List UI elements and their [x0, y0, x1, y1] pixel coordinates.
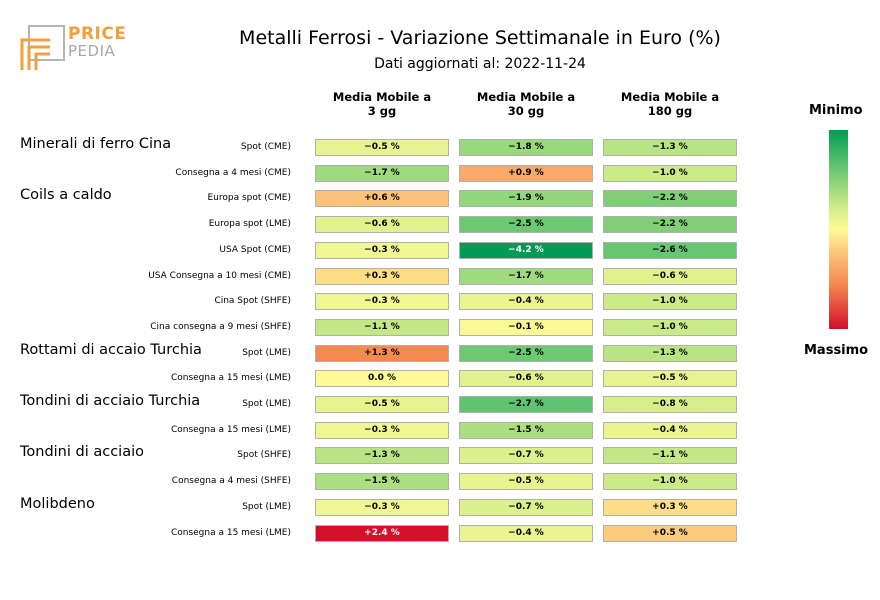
heatmap-cell: +2.4 %	[315, 524, 449, 542]
row-label: Consegna a 4 mesi (CME)	[175, 167, 291, 178]
group-label: Molibdeno	[20, 495, 95, 512]
heatmap-cell: −0.3 %	[315, 421, 449, 439]
heatmap-cell: −1.7 %	[315, 164, 449, 182]
row-label: Spot (LME)	[242, 501, 291, 512]
row-label: Europa spot (CME)	[207, 193, 291, 204]
heatmap-cell: −0.5 %	[315, 396, 449, 413]
heatmap-cell: −1.1 %	[315, 318, 449, 336]
heatmap-cell: −2.2 %	[603, 216, 737, 234]
heatmap-cell: −2.2 %	[603, 190, 737, 208]
row-label: Spot (LME)	[242, 347, 291, 358]
heatmap-cell: −1.7 %	[459, 267, 593, 285]
heatmap-cell: −0.5 %	[459, 473, 593, 491]
heatmap-cell: −0.6 %	[459, 370, 593, 388]
heatmap-cell: −0.5 %	[315, 139, 449, 156]
heatmap-cell: +0.9 %	[459, 164, 593, 182]
heatmap-cell: −0.3 %	[315, 498, 449, 516]
group-label: Rottami di accaio Turchia	[20, 341, 202, 358]
heatmap-cell: −1.8 %	[459, 139, 593, 156]
heatmap-cell: −2.5 %	[459, 216, 593, 234]
heatmap-cell: −2.7 %	[459, 396, 593, 413]
row-label: Cina consegna a 9 mesi (SHFE)	[150, 321, 291, 332]
logo-text-pedia: PEDIA	[68, 42, 116, 60]
heatmap-cell: −0.3 %	[315, 241, 449, 259]
pricepedia-logo: PRICE PEDIA	[20, 24, 130, 74]
chart-subtitle: Dati aggiornati al: 2022-11-24	[374, 56, 586, 72]
row-label: Cina Spot (SHFE)	[214, 296, 291, 307]
legend-max-label: Massimo	[804, 343, 869, 358]
row-label: Spot (LME)	[242, 399, 291, 409]
heatmap-cell: −0.3 %	[315, 293, 449, 311]
heatmap-cell: −1.9 %	[459, 190, 593, 208]
heatmap-cell: +0.6 %	[315, 190, 449, 208]
heatmap-cell: −1.3 %	[603, 139, 737, 156]
heatmap-cell: −2.6 %	[603, 241, 737, 259]
heatmap-cell: −1.1 %	[603, 447, 737, 465]
heatmap-cell: −1.3 %	[603, 344, 737, 362]
row-label: Consegna a 15 mesi (LME)	[170, 424, 291, 435]
logo-text-price: PRICE	[68, 24, 127, 44]
heatmap-cell: −0.6 %	[315, 216, 449, 234]
heatmap-cell: −0.6 %	[603, 267, 737, 285]
heatmap-cell: −0.1 %	[459, 318, 593, 336]
heatmap-cell: −1.0 %	[603, 318, 737, 336]
row-label: USA Consegna a 10 mesi (CME)	[148, 270, 291, 281]
heatmap-cell: +0.3 %	[603, 498, 737, 516]
row-label: Consegna a 15 mesi (LME)	[170, 373, 291, 384]
group-label: Coils a caldo	[20, 187, 112, 204]
heatmap-cell: −2.5 %	[459, 344, 593, 362]
heatmap-cell: −0.4 %	[459, 524, 593, 542]
heatmap-cell: −0.7 %	[459, 498, 593, 516]
heatmap-cell: −1.0 %	[603, 473, 737, 491]
heatmap-cell: +0.5 %	[603, 524, 737, 542]
heatmap-cell: −1.5 %	[315, 473, 449, 491]
heatmap-cell: −1.0 %	[603, 164, 737, 182]
heatmap-cell: −0.4 %	[459, 293, 593, 311]
heatmap-cell: −4.2 %	[459, 241, 593, 259]
chart-title: Metalli Ferrosi - Variazione Settimanale…	[239, 27, 721, 49]
row-label: USA Spot (CME)	[219, 244, 291, 255]
heatmap-cell: +1.3 %	[315, 344, 449, 362]
heatmap-cell: −0.8 %	[603, 396, 737, 413]
row-label: Consegna a 4 mesi (SHFE)	[171, 476, 291, 487]
heatmap-cell: −1.3 %	[315, 447, 449, 465]
group-label: Minerali di ferro Cina	[20, 136, 172, 152]
heatmap-cell: −0.4 %	[603, 421, 737, 439]
group-label: Tondini di acciaio	[20, 444, 145, 461]
heatmap-cell: 0.0 %	[315, 370, 449, 388]
heatmap-cell: +0.3 %	[315, 267, 449, 285]
row-label: Europa spot (LME)	[208, 219, 291, 230]
row-label: Consegna a 15 mesi (LME)	[170, 527, 291, 538]
row-label: Spot (CME)	[240, 142, 291, 152]
heatmap-cell: −1.0 %	[603, 293, 737, 311]
column-header: Media Mobile a 30 gg	[476, 90, 576, 118]
legend-min-label: Minimo	[809, 103, 863, 118]
column-header: Media Mobile a 180 gg	[620, 90, 720, 118]
heatmap-cell: −0.5 %	[603, 370, 737, 388]
colorbar	[829, 130, 848, 329]
logo-mark-icon	[20, 25, 65, 70]
heatmap-cell: −0.7 %	[459, 447, 593, 465]
row-label: Spot (SHFE)	[237, 450, 291, 461]
heatmap-cell: −1.5 %	[459, 421, 593, 439]
group-label: Tondini di acciaio Turchia	[20, 393, 201, 409]
